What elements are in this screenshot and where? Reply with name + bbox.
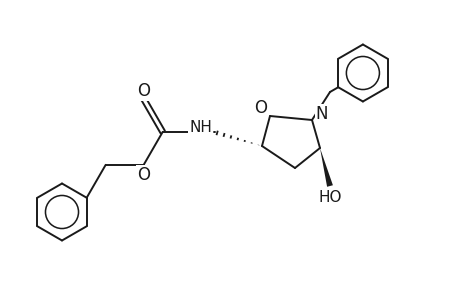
Text: NH: NH	[189, 120, 212, 135]
Text: O: O	[137, 82, 150, 100]
Text: O: O	[137, 166, 150, 184]
Polygon shape	[319, 148, 332, 187]
Text: HO: HO	[318, 190, 341, 206]
Text: N: N	[315, 105, 328, 123]
Text: O: O	[254, 99, 267, 117]
